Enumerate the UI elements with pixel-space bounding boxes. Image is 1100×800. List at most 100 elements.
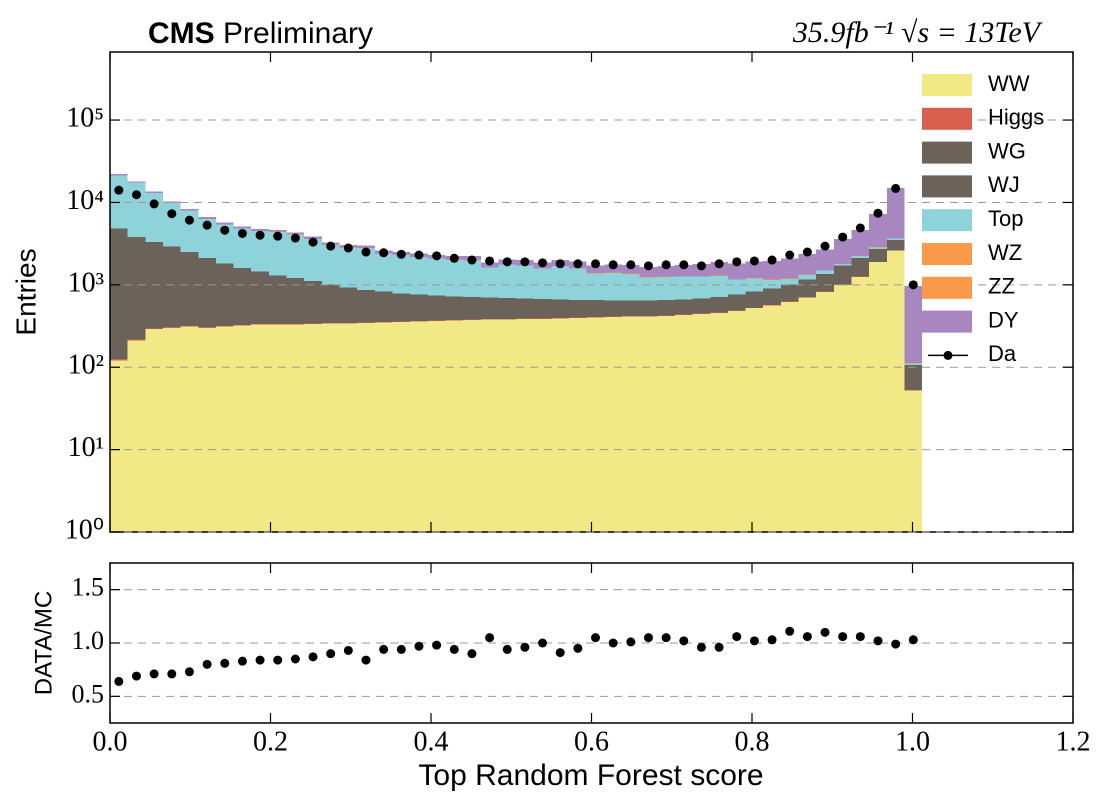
ratio-point	[873, 636, 883, 646]
bar-segment	[427, 320, 446, 532]
ratio-point	[555, 648, 565, 658]
y-tick-label: 1.0	[72, 626, 105, 655]
data-point	[661, 260, 671, 270]
legend-label: Higgs	[988, 105, 1044, 130]
bar-segment	[127, 182, 146, 238]
bar-segment	[198, 217, 216, 219]
bar-segment	[463, 317, 481, 320]
bar-segment	[710, 296, 728, 312]
bar-segment	[321, 323, 340, 532]
ratio-point	[732, 632, 742, 642]
bar-segment	[569, 268, 587, 300]
bar-segment	[674, 313, 693, 315]
ratio-y-label: DATA/MC	[30, 591, 57, 695]
legend-swatch	[922, 276, 972, 299]
ratio-point	[485, 633, 495, 643]
bar-segment	[727, 309, 746, 311]
bar-segment	[816, 273, 834, 292]
bar-segment	[392, 321, 411, 322]
bar-segment	[533, 318, 552, 319]
bar-segment	[286, 278, 305, 322]
bar-segment	[215, 323, 234, 327]
ratio-point	[679, 636, 689, 646]
ratio-point	[131, 671, 141, 681]
bar-segment	[551, 318, 570, 532]
bar-segment	[357, 248, 375, 290]
ratio-point	[202, 659, 212, 669]
bar-segment	[321, 322, 340, 324]
bar-segment	[533, 268, 552, 299]
legend-swatch	[922, 243, 972, 265]
bar-segment	[162, 327, 181, 532]
bar-segment	[657, 314, 675, 316]
bar-segment	[251, 228, 269, 231]
bar-segment	[851, 229, 870, 257]
ratio-point	[626, 637, 636, 647]
data-point	[361, 247, 371, 257]
ratio-point	[114, 676, 124, 686]
bar-segment	[445, 320, 464, 532]
bar-segment	[374, 320, 393, 322]
bar-segment	[621, 314, 640, 317]
bar-segment	[816, 270, 834, 274]
bar-segment	[251, 321, 269, 324]
bar-segment	[621, 300, 640, 315]
bar-segment	[445, 296, 464, 319]
bar-segment	[710, 311, 728, 313]
bar-segment	[674, 315, 693, 532]
bar-segment	[127, 237, 146, 334]
bar-segment	[533, 318, 552, 532]
bar-segment	[445, 318, 464, 320]
bar-segment	[304, 320, 322, 324]
data-point	[802, 247, 812, 257]
data-point	[732, 257, 742, 267]
bar-segment	[251, 271, 269, 322]
ratio-point	[838, 632, 848, 642]
bar-segment	[357, 322, 375, 323]
bar-segment	[586, 315, 605, 318]
bar-segment	[639, 277, 658, 301]
bar-segment	[286, 324, 305, 532]
bar-segment	[621, 316, 640, 317]
bar-segment	[463, 296, 481, 318]
bar-segment	[445, 319, 464, 321]
bar-segment	[304, 281, 322, 321]
x-tick-label: 0.2	[253, 726, 288, 757]
data-point	[626, 260, 636, 270]
bar-segment	[904, 365, 923, 389]
bar-segment	[145, 328, 163, 330]
bar-segment	[215, 222, 234, 225]
header: CMS Preliminary	[148, 17, 373, 50]
data-point	[555, 259, 565, 269]
data-point	[449, 253, 459, 263]
bar-segment	[480, 317, 499, 319]
bar-segment	[145, 242, 163, 324]
lumi-label: 35.9fb⁻¹ √s = 13TeV	[792, 16, 1044, 49]
bar-segment	[851, 276, 870, 532]
bar-segment	[339, 287, 358, 322]
bar-segment	[374, 291, 393, 321]
bar-segment	[886, 188, 905, 239]
bar-segment	[392, 321, 411, 532]
bar-segment	[533, 317, 552, 319]
x-tick-label: 0.8	[735, 726, 770, 757]
ratio-point	[502, 644, 512, 654]
ratio-point	[255, 655, 265, 665]
bar-segment	[745, 261, 764, 279]
bar-segment	[692, 314, 711, 532]
legend-label: WJ	[988, 172, 1020, 197]
data-point	[873, 208, 883, 218]
bar-segment	[816, 249, 834, 271]
bar-segment	[374, 253, 393, 292]
data-point	[326, 241, 336, 251]
bar-segment	[904, 285, 923, 363]
data-point	[114, 185, 124, 195]
bar-segment	[110, 174, 128, 176]
ratio-point	[220, 658, 230, 668]
bar-segment	[798, 296, 817, 298]
bar-segment	[569, 299, 587, 317]
ratio-point	[696, 642, 706, 652]
data-point	[855, 223, 865, 233]
y-tick-label: 0.5	[72, 679, 105, 708]
